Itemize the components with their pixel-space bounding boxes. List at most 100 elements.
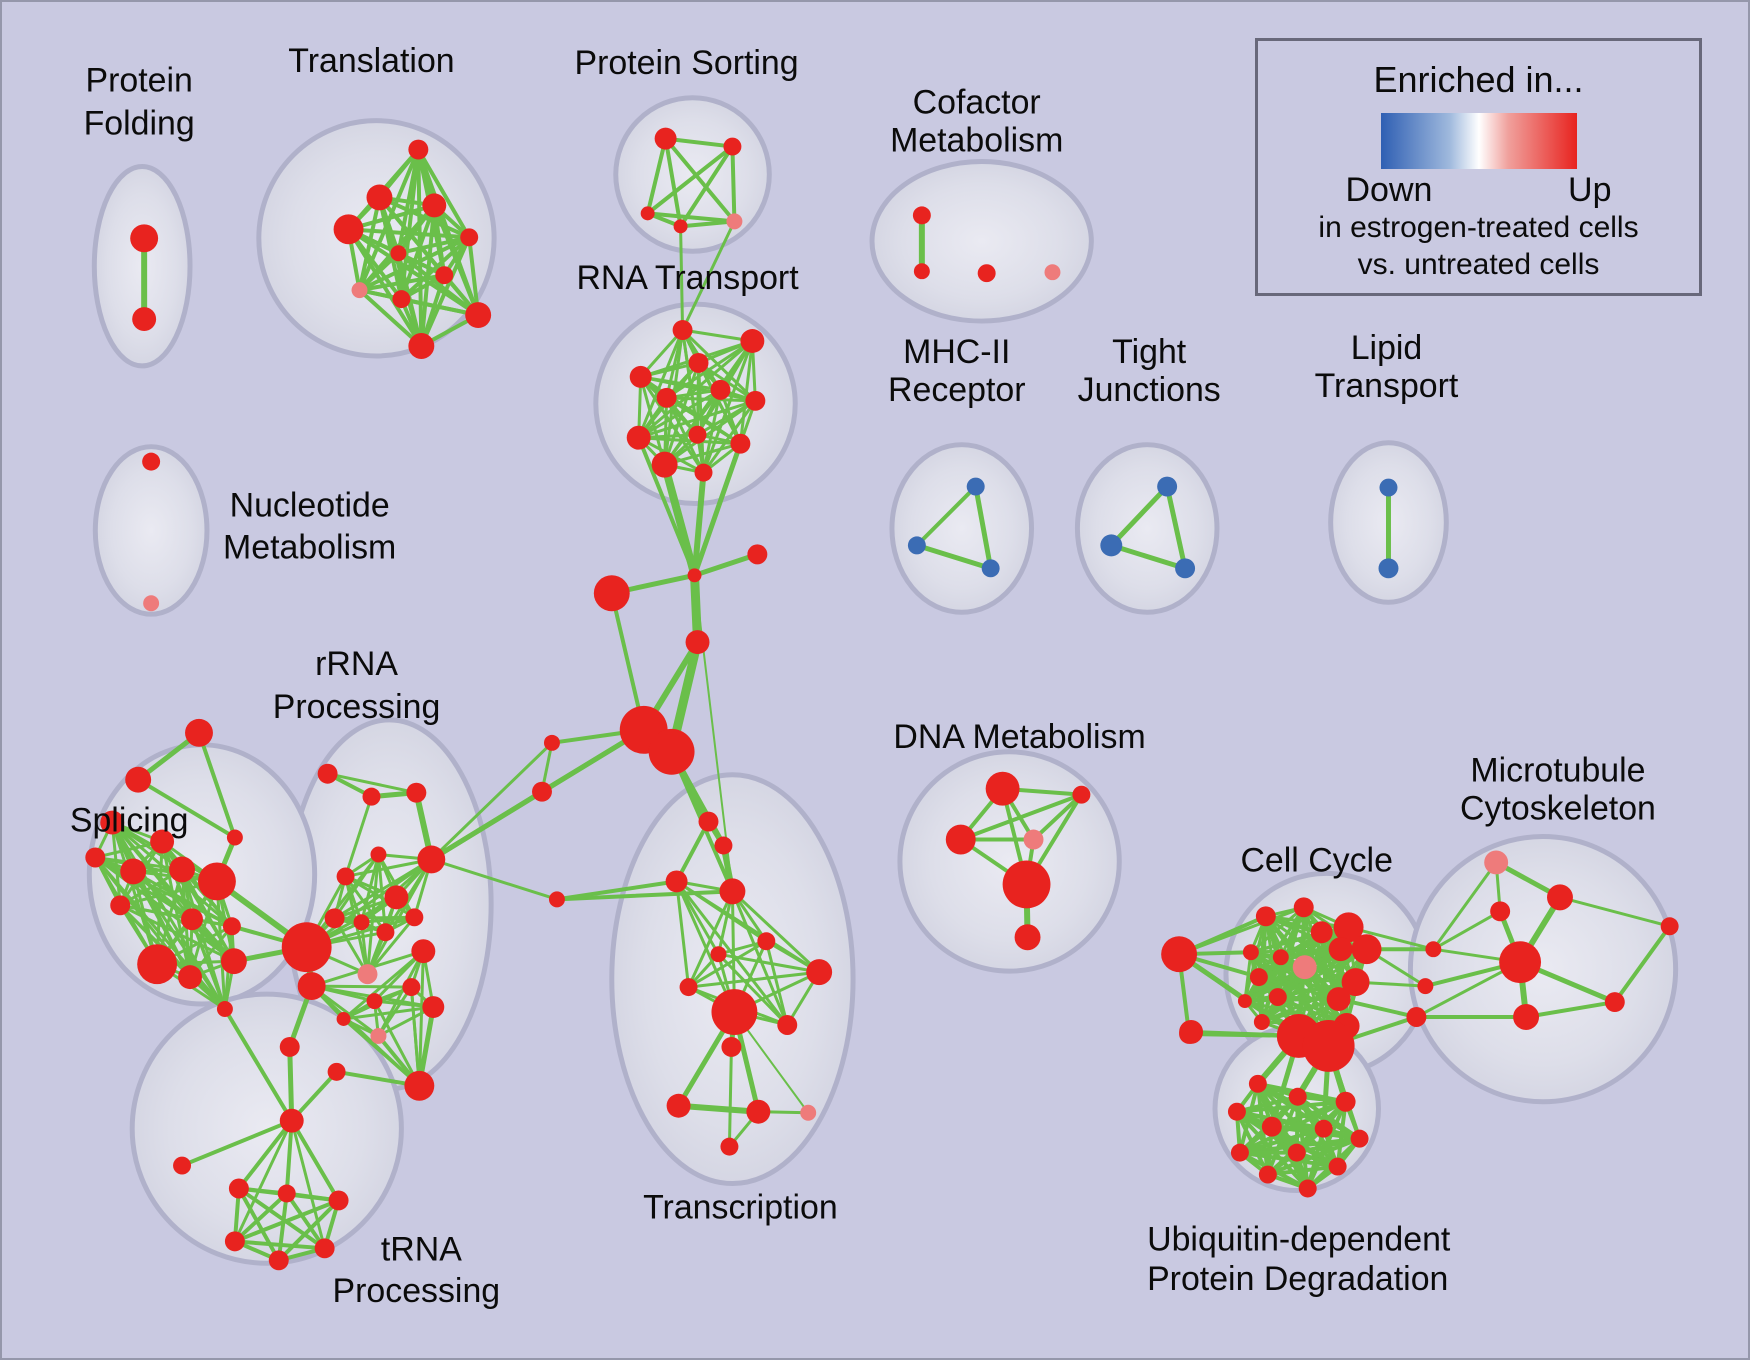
node-tnhub[interactable] [279, 1108, 304, 1133]
node-cc15[interactable] [1341, 968, 1370, 997]
node-r5[interactable] [336, 867, 355, 886]
node-cc3[interactable] [1310, 921, 1333, 944]
node-rt4[interactable] [688, 352, 709, 373]
node-rt2[interactable] [740, 329, 765, 353]
node-r1[interactable] [317, 763, 338, 784]
node-mt1[interactable] [1484, 850, 1509, 875]
node-t5[interactable] [460, 228, 479, 247]
node-b1[interactable] [593, 575, 630, 612]
node-mt5[interactable] [1604, 992, 1625, 1013]
node-rt3[interactable] [629, 365, 652, 388]
node-tn5[interactable] [314, 1238, 335, 1259]
node-tri1[interactable] [185, 718, 213, 747]
node-t9[interactable] [392, 290, 411, 309]
node-d1[interactable] [985, 771, 1020, 806]
node-lt2[interactable] [1378, 558, 1399, 579]
node-s1[interactable] [100, 810, 125, 835]
node-tn3[interactable] [328, 1190, 349, 1211]
node-r20[interactable] [370, 1027, 387, 1044]
node-s4[interactable] [110, 895, 131, 916]
node-t2[interactable] [366, 184, 393, 211]
node-l2[interactable] [532, 781, 552, 802]
node-cc4[interactable] [1333, 912, 1364, 943]
node-r12[interactable] [357, 964, 378, 985]
node-t7[interactable] [435, 266, 454, 285]
node-rt5[interactable] [656, 387, 677, 408]
node-u11[interactable] [1258, 1165, 1277, 1184]
node-mt2[interactable] [1547, 884, 1573, 911]
node-s7[interactable] [197, 862, 236, 901]
node-j1[interactable] [687, 568, 702, 583]
node-u2[interactable] [1288, 1087, 1307, 1106]
node-r8[interactable] [405, 908, 424, 927]
node-r2[interactable] [362, 787, 381, 806]
node-tr11[interactable] [666, 1093, 691, 1118]
node-ps1[interactable] [654, 127, 677, 150]
node-cc9[interactable] [1328, 937, 1353, 962]
node-x3[interactable] [1406, 1007, 1427, 1027]
node-m1[interactable] [685, 630, 710, 655]
node-tri3[interactable] [226, 829, 243, 846]
node-tnb[interactable] [327, 1062, 346, 1081]
node-tj3[interactable] [1175, 558, 1196, 579]
node-tr6[interactable] [710, 946, 727, 963]
node-cc2[interactable] [1293, 897, 1314, 918]
node-d6[interactable] [1014, 924, 1041, 951]
node-tj2[interactable] [1100, 534, 1123, 557]
node-mh2[interactable] [907, 536, 926, 555]
node-r3[interactable] [406, 782, 427, 803]
node-pf2[interactable] [132, 307, 157, 332]
node-tn2[interactable] [277, 1184, 296, 1203]
node-trhub[interactable] [711, 989, 758, 1035]
node-r6[interactable] [384, 885, 409, 910]
node-ps5[interactable] [726, 213, 743, 230]
node-lt1[interactable] [1379, 478, 1398, 497]
node-r13[interactable] [297, 972, 326, 1001]
node-tr3[interactable] [665, 870, 688, 893]
node-tr1[interactable] [698, 811, 719, 832]
node-hub2[interactable] [648, 728, 695, 775]
node-tj1[interactable] [1157, 476, 1178, 497]
node-d3[interactable] [945, 824, 976, 855]
node-r9[interactable] [376, 923, 395, 942]
node-d5[interactable] [1002, 860, 1051, 909]
node-t8[interactable] [351, 282, 368, 299]
node-t6[interactable] [390, 245, 407, 262]
node-ccb2[interactable] [1302, 1019, 1355, 1072]
node-u13[interactable] [1179, 1019, 1204, 1044]
node-s13[interactable] [216, 1001, 233, 1018]
node-s8[interactable] [181, 908, 203, 931]
node-cc6[interactable] [1272, 949, 1289, 966]
node-cm2[interactable] [913, 263, 930, 280]
node-mt3[interactable] [1490, 901, 1511, 922]
node-t3[interactable] [422, 193, 447, 218]
node-ps4[interactable] [673, 219, 688, 234]
node-r15[interactable] [411, 939, 436, 964]
node-rt6[interactable] [710, 379, 731, 400]
node-cc11[interactable] [1268, 988, 1287, 1007]
node-d4[interactable] [1023, 829, 1044, 850]
node-cc7[interactable] [1292, 955, 1317, 980]
node-tr12[interactable] [746, 1099, 771, 1124]
node-cm1[interactable] [912, 206, 931, 225]
node-tr9[interactable] [777, 1015, 798, 1035]
node-nm1[interactable] [142, 452, 161, 471]
node-rt1[interactable] [672, 320, 693, 341]
node-mh3[interactable] [981, 559, 1000, 578]
node-tn0[interactable] [173, 1156, 192, 1175]
node-tr10[interactable] [721, 1036, 742, 1057]
node-tr4[interactable] [719, 878, 746, 905]
node-r10[interactable] [324, 908, 345, 929]
node-tr5[interactable] [757, 932, 776, 951]
node-u7[interactable] [1350, 1129, 1369, 1148]
node-rt12[interactable] [694, 463, 713, 482]
node-r19[interactable] [336, 1012, 351, 1026]
node-x1[interactable] [1425, 941, 1442, 958]
node-cc1[interactable] [1255, 906, 1276, 927]
node-tn1[interactable] [228, 1178, 249, 1199]
node-nm2[interactable] [143, 595, 160, 612]
node-mt4[interactable] [1499, 941, 1542, 984]
node-c1[interactable] [747, 544, 768, 565]
node-t1[interactable] [408, 139, 429, 160]
node-tr7[interactable] [679, 978, 698, 997]
